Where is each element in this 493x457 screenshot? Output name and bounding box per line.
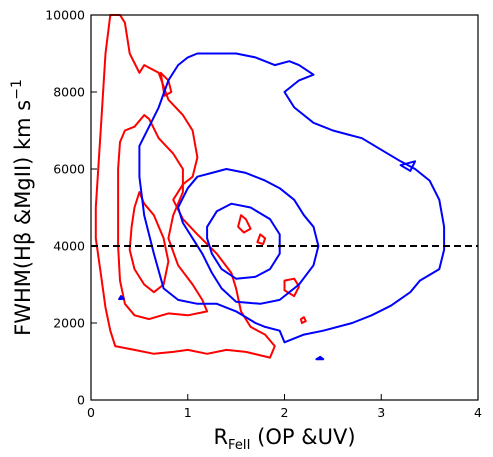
x-axis-title-subscript: FeII [228, 438, 250, 453]
red-contour-outer-0 [94, 14, 276, 359]
y-axis-title-superscript: −1 [9, 79, 25, 100]
red-contour-island-6 [159, 71, 173, 97]
y-tick-label: 10000 [45, 8, 85, 23]
x-axis: 0 1 2 3 4 [87, 394, 482, 420]
blue-contour-outer-8 [138, 52, 446, 344]
blue-contour-inner-10 [206, 202, 281, 280]
red-contour-middle-1 [117, 114, 209, 321]
blue-contour-island-12 [315, 355, 325, 361]
x-tick-label: 3 [377, 405, 385, 420]
y-tick-label: 6000 [53, 162, 85, 177]
plot-series [94, 14, 446, 361]
y-tick-label: 0 [77, 393, 85, 408]
y-tick-label: 2000 [53, 316, 85, 331]
red-contour-island-7 [299, 316, 307, 324]
y-axis-title-main: FWHM(Hβ &MgII) km s [11, 100, 35, 336]
x-axis-title-main: R [213, 425, 228, 449]
y-tick-label: 4000 [53, 239, 85, 254]
x-tick-label: 1 [184, 405, 192, 420]
red-contour-island-5 [283, 277, 300, 298]
y-tick-label: 8000 [53, 85, 85, 100]
y-axis: 0 2000 4000 6000 8000 10000 [45, 8, 97, 408]
x-tick-label: 0 [87, 405, 95, 420]
blue-contour-island-11 [399, 160, 417, 172]
x-tick-label: 2 [281, 405, 289, 420]
x-axis-title-rest: (OP &UV) [250, 425, 355, 449]
red-contour-inner-2 [128, 191, 170, 294]
red-contour-island-4 [256, 233, 267, 246]
x-tick-label: 4 [474, 405, 482, 420]
blue-contour-island-13 [118, 295, 125, 301]
blue-contour-middle-9 [177, 168, 320, 305]
red-contour-island-3 [237, 214, 252, 234]
y-axis-title: FWHM(Hβ &MgII) km s−1 [9, 79, 35, 336]
x-axis-title: RFeII (OP &UV) [213, 425, 355, 453]
